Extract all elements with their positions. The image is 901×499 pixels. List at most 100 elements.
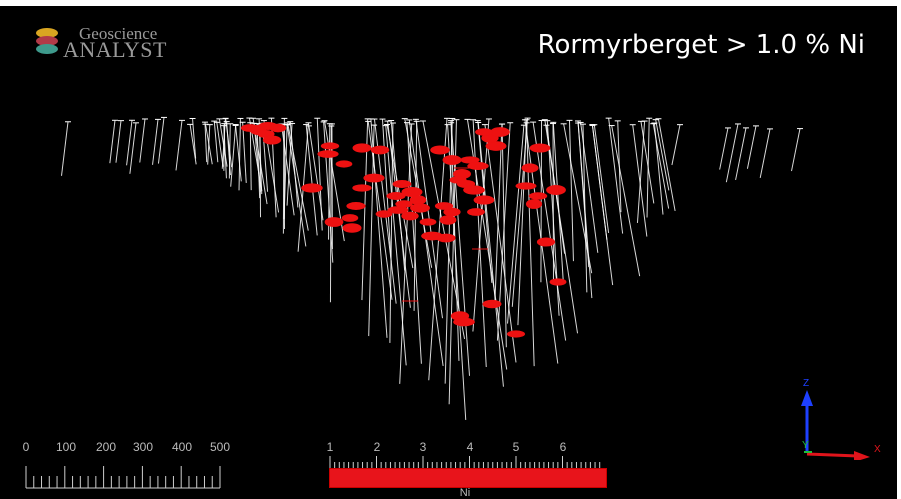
drillhole-trace[interactable]	[719, 127, 729, 170]
drillhole-trace[interactable]	[226, 121, 231, 176]
ni-assay-intercept[interactable]	[375, 210, 393, 218]
ni-assay-intercept[interactable]	[482, 299, 502, 309]
drillhole-trace[interactable]	[218, 118, 228, 167]
drillhole-trace[interactable]	[139, 118, 146, 163]
drillhole-trace[interactable]	[256, 123, 261, 199]
drillhole-trace[interactable]	[532, 122, 567, 341]
drillhole-trace[interactable]	[477, 122, 504, 387]
drillhole-trace[interactable]	[580, 122, 599, 253]
ni-assay-intercept[interactable]	[430, 145, 450, 155]
ni-assay-intercept[interactable]	[449, 176, 467, 184]
drillhole-trace[interactable]	[653, 122, 664, 215]
drillhole-trace[interactable]	[126, 120, 133, 166]
drillhole-trace[interactable]	[725, 123, 739, 183]
ni-assay-intercept[interactable]	[352, 184, 372, 192]
ni-assay-intercept[interactable]	[463, 185, 485, 195]
ni-assay-intercept[interactable]	[475, 128, 493, 136]
ni-assay-intercept[interactable]	[324, 217, 344, 227]
drillhole-trace[interactable]	[450, 122, 471, 376]
drillhole-trace[interactable]	[646, 118, 650, 218]
ni-assay-intercept[interactable]	[443, 207, 461, 217]
drillhole-trace[interactable]	[280, 123, 295, 216]
drillhole-trace[interactable]	[381, 119, 392, 263]
drillhole-trace[interactable]	[640, 121, 655, 204]
drillhole-trace[interactable]	[305, 124, 318, 236]
ni-assay-intercept[interactable]	[490, 127, 510, 137]
drillhole-trace[interactable]	[511, 118, 529, 307]
drillhole-trace[interactable]	[249, 122, 252, 191]
drillhole-trace[interactable]	[632, 124, 648, 237]
drillhole-trace[interactable]	[759, 128, 771, 179]
ni-assay-intercept[interactable]	[529, 143, 551, 153]
drillhole-trace[interactable]	[399, 123, 413, 384]
drillhole-trace[interactable]	[205, 124, 213, 165]
drillhole-trace[interactable]	[494, 124, 503, 308]
drillhole-trace[interactable]	[213, 121, 219, 163]
drillhole-trace[interactable]	[526, 122, 535, 367]
drillhole-trace[interactable]	[129, 122, 137, 174]
ni-assay-intercept[interactable]	[342, 223, 362, 233]
drillhole-trace[interactable]	[238, 118, 241, 191]
drillhole-trace[interactable]	[228, 123, 231, 179]
drillhole-trace[interactable]	[791, 128, 801, 172]
ni-assay-intercept[interactable]	[320, 142, 340, 150]
drillhole-trace[interactable]	[316, 118, 323, 231]
ni-assay-intercept[interactable]	[467, 208, 485, 216]
drillhole-trace[interactable]	[175, 120, 183, 171]
drillhole-trace[interactable]	[109, 120, 116, 164]
drillhole-trace[interactable]	[115, 120, 122, 163]
drillhole-trace[interactable]	[472, 119, 487, 368]
drillhole-trace[interactable]	[61, 121, 69, 176]
ni-assay-intercept[interactable]	[387, 206, 409, 214]
ni-assay-intercept[interactable]	[240, 124, 260, 132]
ni-assay-intercept[interactable]	[460, 156, 480, 164]
ni-assay-intercept[interactable]	[536, 237, 556, 247]
drillhole-trace[interactable]	[608, 118, 624, 234]
drillhole-trace[interactable]	[216, 122, 224, 167]
drillhole-trace[interactable]	[611, 125, 641, 277]
drillhole-trace[interactable]	[671, 124, 681, 166]
ni-assay-intercept[interactable]	[395, 200, 413, 208]
drillhole-trace[interactable]	[735, 127, 747, 181]
drillhole-trace[interactable]	[385, 125, 407, 366]
ni-assay-intercept[interactable]	[352, 143, 372, 153]
ni-assay-intercept[interactable]	[421, 231, 443, 241]
drillhole-trace[interactable]	[259, 124, 262, 218]
drillhole-trace[interactable]	[368, 125, 375, 337]
drillhole-trace[interactable]	[192, 118, 197, 159]
ni-assay-intercept[interactable]	[363, 173, 385, 183]
ni-assay-intercept[interactable]	[341, 214, 359, 222]
ni-assay-intercept[interactable]	[546, 185, 566, 195]
drillhole-trace[interactable]	[422, 120, 466, 340]
ni-assay-intercept[interactable]	[467, 162, 489, 170]
ni-assay-intercept[interactable]	[434, 202, 454, 210]
drillhole-trace[interactable]	[204, 122, 208, 163]
ni-assay-intercept[interactable]	[525, 199, 543, 209]
drillhole-trace[interactable]	[308, 125, 324, 221]
ni-assay-intercept[interactable]	[410, 203, 430, 213]
drillhole-trace[interactable]	[152, 119, 159, 165]
drillhole-trace[interactable]	[568, 120, 574, 262]
ni-assay-intercept[interactable]	[409, 195, 427, 205]
drillhole-trace[interactable]	[472, 118, 490, 332]
ni-assay-intercept[interactable]	[439, 215, 457, 225]
ni-assay-intercept[interactable]	[515, 182, 537, 190]
drillhole-trace[interactable]	[655, 119, 670, 191]
ni-assay-intercept[interactable]	[401, 187, 423, 197]
drillhole-trace[interactable]	[253, 123, 261, 192]
ni-assay-intercept[interactable]	[317, 150, 339, 158]
ni-assay-intercept[interactable]	[506, 330, 526, 338]
ni-assay-intercept[interactable]	[335, 160, 353, 168]
drillhole-trace[interactable]	[552, 122, 564, 283]
drillhole-trace[interactable]	[408, 119, 444, 367]
drillhole-trace[interactable]	[617, 120, 622, 213]
ni-assay-intercept[interactable]	[258, 121, 278, 131]
drillhole-trace[interactable]	[507, 125, 525, 324]
ni-assay-intercept[interactable]	[419, 218, 437, 226]
drillhole-trace[interactable]	[577, 123, 593, 299]
drillhole-trace[interactable]	[746, 125, 757, 169]
ni-assay-intercept[interactable]	[262, 135, 282, 145]
ni-assay-intercept[interactable]	[370, 145, 390, 155]
ni-assay-intercept[interactable]	[549, 278, 567, 286]
